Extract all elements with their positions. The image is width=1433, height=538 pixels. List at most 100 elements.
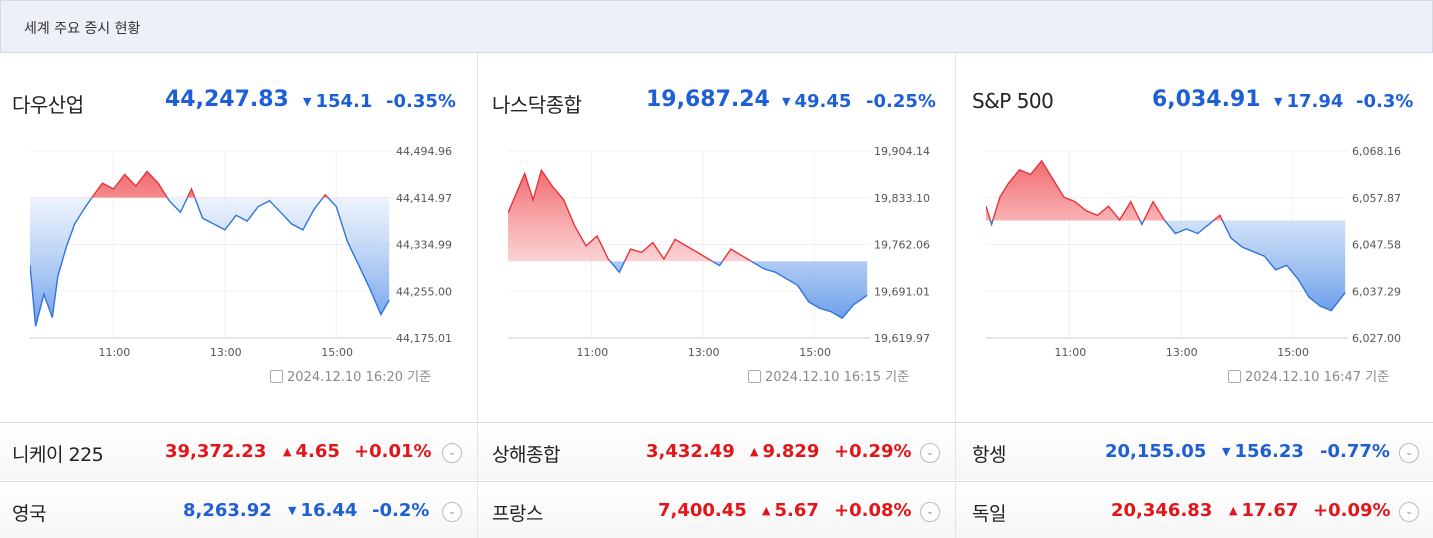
index-value: 44,247.83 (165, 87, 289, 112)
index-value: 39,372.23 (165, 441, 267, 462)
index-name: 항셍 (972, 444, 1006, 466)
index-change: ▼ 49.45 (782, 91, 852, 112)
y-tick-label: 44,175.01 (396, 332, 452, 345)
timestamp: 2024.12.10 16:20 기준 (270, 366, 431, 385)
area-above-base (986, 160, 1346, 221)
down-arrow-icon: ▼ (288, 504, 297, 517)
index-panel-sp500[interactable]: S&P 500 6,034.91 ▼ 17.94 -0.3% 6,068.16 6,… (956, 53, 1433, 422)
index-row[interactable]: 상해종합 3,432.49 ▲ 9.829 +0.29% ⌄ (478, 422, 956, 480)
series-line-up (508, 168, 753, 262)
calendar-icon (1228, 370, 1241, 383)
index-row[interactable]: 영국 8,263.92 ▼ 16.44 -0.2% ⌄ (0, 481, 478, 538)
up-arrow-icon: ▲ (762, 504, 771, 517)
x-tick-label: 13:00 (1166, 346, 1198, 359)
y-tick-label: 19,691.01 (874, 285, 930, 298)
index-change-pct: -0.77% (1320, 441, 1390, 462)
index-change: ▼ 16.44 (288, 500, 358, 521)
expand-button[interactable]: ⌄ (1399, 502, 1419, 522)
expand-button[interactable]: ⌄ (1399, 443, 1419, 463)
x-tick-label: 15:00 (321, 346, 353, 359)
expand-button[interactable]: ⌄ (442, 502, 462, 522)
intraday-chart: 6,068.16 6,057.87 6,047.58 6,037.29 6,027.00… (986, 145, 1401, 359)
down-arrow-icon: ▼ (1222, 445, 1231, 458)
index-name: 상해종합 (492, 444, 560, 466)
series-line-down (989, 220, 1346, 312)
index-value: 6,034.91 (1152, 87, 1261, 112)
index-panel-dow[interactable]: 다우산업 44,247.83 ▼ 154.1 -0.35% 44,494.96 44… (0, 53, 478, 422)
area-below-base (990, 220, 1346, 311)
index-row[interactable]: 독일 20,346.83 ▲ 17.67 +0.09% ⌄ (956, 481, 1433, 538)
index-change-pct: -0.35% (386, 91, 456, 112)
x-tick-label: 15:00 (1277, 346, 1309, 359)
index-change-pct: -0.2% (372, 500, 430, 521)
series-line-up (91, 170, 329, 198)
index-change: ▼ 156.23 (1222, 441, 1304, 462)
index-value: 3,432.49 (646, 441, 735, 462)
y-tick-label: 6,047.58 (1352, 239, 1401, 252)
index-value: 8,263.92 (183, 500, 272, 521)
index-change-pct: +0.09% (1313, 500, 1391, 521)
intraday-chart: 19,904.14 19,833.10 19,762.06 19,691.01 19,6… (508, 145, 930, 359)
index-change: ▲ 17.67 (1229, 500, 1299, 521)
series-line-down (30, 197, 390, 327)
index-value: 20,155.05 (1105, 441, 1207, 462)
index-name: 영국 (12, 503, 46, 525)
index-change: ▲ 5.67 (762, 500, 819, 521)
index-change-pct: -0.25% (866, 91, 936, 112)
up-arrow-icon: ▲ (750, 445, 759, 458)
y-tick-label: 6,057.87 (1352, 192, 1401, 205)
calendar-icon (748, 370, 761, 383)
down-arrow-icon: ▼ (303, 95, 312, 108)
intraday-chart: 44,494.96 44,414.97 44,334.99 44,255.00 44,1… (30, 145, 452, 359)
y-tick-label: 6,068.16 (1352, 145, 1401, 158)
y-tick-label: 19,762.06 (874, 239, 930, 252)
index-change-pct: +0.29% (834, 441, 912, 462)
x-tick-label: 11:00 (577, 346, 609, 359)
index-change: ▼ 17.94 (1274, 91, 1344, 112)
x-tick-label: 13:00 (688, 346, 720, 359)
series-line-down (609, 261, 868, 320)
index-name: 니케이 225 (12, 444, 104, 466)
y-tick-label: 44,494.96 (396, 145, 452, 158)
x-tick-label: 15:00 (799, 346, 831, 359)
y-tick-label: 19,833.10 (874, 192, 930, 205)
expand-button[interactable]: ⌄ (442, 443, 462, 463)
index-value: 7,400.45 (658, 500, 747, 521)
index-panel-nasdaq[interactable]: 나스닥종합 19,687.24 ▼ 49.45 -0.25% 19,904.14 1… (478, 53, 956, 422)
up-arrow-icon: ▲ (283, 445, 292, 458)
calendar-icon (270, 370, 283, 383)
index-row[interactable]: 니케이 225 39,372.23 ▲ 4.65 +0.01% ⌄ (0, 422, 478, 480)
down-arrow-icon: ▼ (1274, 95, 1283, 108)
area-below-base (508, 261, 868, 319)
index-name: S&P 500 (972, 89, 1054, 113)
y-tick-label: 44,414.97 (396, 192, 452, 205)
x-tick-label: 13:00 (210, 346, 242, 359)
expand-button[interactable]: ⌄ (920, 502, 940, 522)
y-tick-label: 44,334.99 (396, 239, 452, 252)
timestamp: 2024.12.10 16:47 기준 (1228, 366, 1389, 385)
area-above-base (508, 170, 752, 262)
page-title: 세계 주요 증시 현황 (24, 21, 141, 37)
timestamp: 2024.12.10 16:15 기준 (748, 366, 909, 385)
index-row[interactable]: 항셍 20,155.05 ▼ 156.23 -0.77% ⌄ (956, 422, 1433, 480)
down-arrow-icon: ▼ (782, 95, 791, 108)
expand-button[interactable]: ⌄ (920, 443, 940, 463)
index-name: 다우산업 (12, 93, 84, 117)
area-below-base (30, 197, 390, 327)
index-name: 나스닥종합 (492, 93, 582, 117)
index-value: 19,687.24 (646, 87, 770, 112)
index-change-pct: +0.08% (834, 500, 912, 521)
y-tick-label: 6,037.29 (1352, 285, 1401, 298)
area-above-base (30, 171, 390, 198)
page-header: 세계 주요 증시 현황 (0, 0, 1433, 53)
index-row[interactable]: 프랑스 7,400.45 ▲ 5.67 +0.08% ⌄ (478, 481, 956, 538)
x-tick-label: 11:00 (1055, 346, 1087, 359)
y-tick-label: 19,904.14 (874, 145, 930, 158)
index-value: 20,346.83 (1111, 500, 1213, 521)
x-tick-label: 11:00 (99, 346, 131, 359)
index-change-pct: -0.3% (1356, 91, 1414, 112)
y-tick-label: 19,619.97 (874, 332, 930, 345)
y-tick-label: 44,255.00 (396, 285, 452, 298)
index-change: ▲ 9.829 (750, 441, 820, 462)
